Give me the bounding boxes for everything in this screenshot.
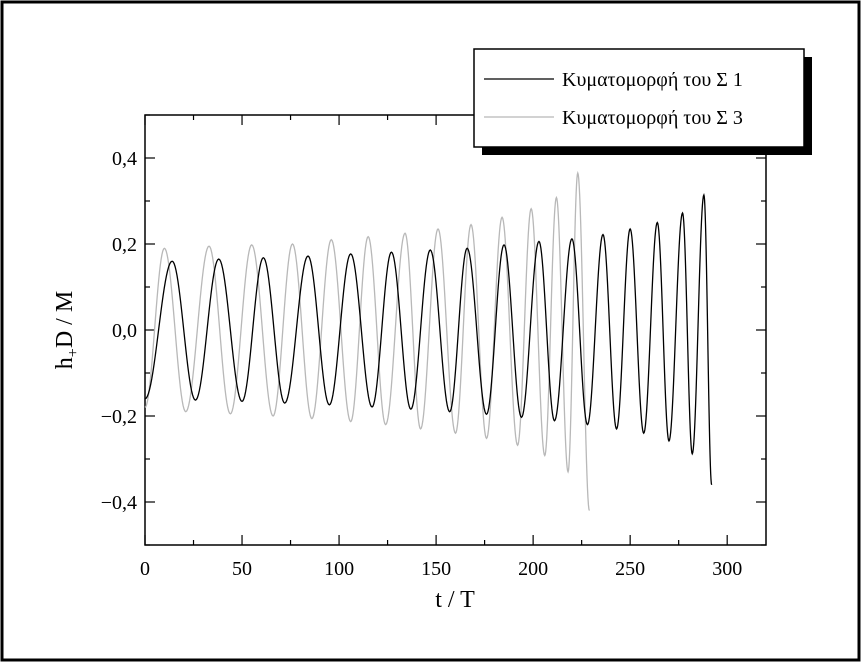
x-tick-label: 300 bbox=[712, 558, 742, 580]
legend-box bbox=[473, 48, 805, 148]
x-tick-label: 150 bbox=[421, 558, 451, 580]
y-tick-labels: −0,4 −0,2 0,0 0,2 0,4 bbox=[101, 148, 137, 514]
y-tick-label: −0,4 bbox=[101, 492, 137, 514]
y-axis-title: h+D / M bbox=[52, 291, 82, 369]
legend: Κυματομορφή του Σ 1 Κυματομορφή του Σ 3 bbox=[473, 48, 812, 155]
x-axis-title: t / T bbox=[435, 587, 475, 613]
y-tick-label: 0,0 bbox=[112, 320, 137, 342]
series-line-sigma-3 bbox=[144, 170, 591, 511]
x-tick-label: 200 bbox=[518, 558, 548, 580]
y-tick-label: −0,2 bbox=[101, 406, 137, 428]
x-tick-label: 50 bbox=[232, 558, 252, 580]
legend-label-series-3: Κυματομορφή του Σ 3 bbox=[562, 107, 743, 129]
legend-label-series-1: Κυματομορφή του Σ 1 bbox=[562, 69, 743, 91]
x-tick-label: 100 bbox=[324, 558, 354, 580]
y-tick-label: 0,4 bbox=[112, 148, 137, 170]
x-tick-label: 250 bbox=[615, 558, 645, 580]
series-line-sigma-1 bbox=[144, 193, 713, 485]
y-tick-label: 0,2 bbox=[112, 234, 137, 256]
svg-text:h+D / M: h+D / M bbox=[52, 291, 82, 369]
y-axis-title-main: h bbox=[52, 357, 78, 369]
y-axis-title-sub: + bbox=[65, 348, 82, 357]
y-axis-title-rest: D / M bbox=[52, 291, 78, 348]
x-tick-label: 0 bbox=[140, 558, 150, 580]
series-layer bbox=[144, 170, 713, 511]
x-tick-labels: 0 50 100 150 200 250 300 bbox=[140, 558, 742, 580]
